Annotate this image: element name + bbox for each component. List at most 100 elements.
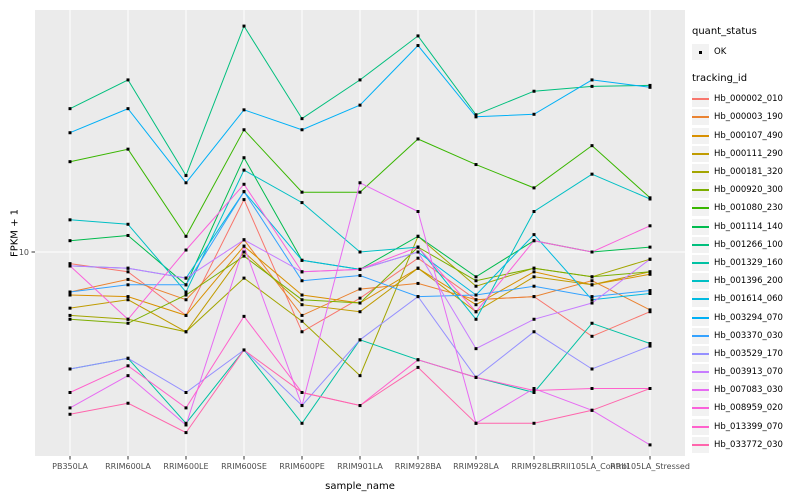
- data-point-Hb_001329_160-RRIM928LE: [532, 390, 536, 394]
- x-tick-label-RRIM928LA: RRIM928LA: [453, 462, 499, 471]
- legend-item-Hb_000920_300: Hb_000920_300: [692, 181, 800, 199]
- legend: quant_status OK tracking_id Hb_000002_01…: [692, 26, 800, 454]
- data-point-Hb_001114_140-PB350LA: [68, 239, 72, 243]
- legend-label-Hb_000107_490: Hb_000107_490: [714, 130, 783, 141]
- legend-label-Hb_000111_290: Hb_000111_290: [714, 148, 783, 159]
- legend-label-Hb_013399_070: Hb_013399_070: [714, 421, 783, 432]
- x-tick-label-RRIM600LE: RRIM600LE: [163, 462, 208, 471]
- data-point-Hb_003294_070-RRIM928BA: [416, 44, 420, 48]
- legend-line-swatch-Hb_003294_070: [692, 309, 709, 326]
- legend-line-swatch-Hb_000181_320: [692, 164, 709, 181]
- data-point-Hb_033772_030-RRIM901LA: [358, 404, 362, 408]
- data-point-Hb_003294_070-RRIM901LA: [358, 103, 362, 107]
- legend-label-Hb_003913_070: Hb_003913_070: [714, 367, 783, 378]
- data-point-Hb_033772_030-RRIM928LE: [532, 421, 536, 425]
- data-point-Hb_000003_190-RRIM928BA: [416, 281, 420, 285]
- data-point-Hb_003529_170-RRIM600LE: [184, 390, 188, 394]
- legend-item-Hb_008959_020: Hb_008959_020: [692, 399, 800, 417]
- data-point-Hb_001080_230-RRIM600SE: [242, 128, 246, 132]
- data-point-Hb_007083_030-RRIM901LA: [358, 181, 362, 185]
- data-point-Hb_007083_030-RRIM600PE: [300, 404, 304, 408]
- data-point-Hb_003529_170-RRIM901LA: [358, 338, 362, 342]
- x-axis-title: sample_name: [325, 481, 395, 492]
- legend-line-swatch-Hb_001396_200: [692, 273, 709, 290]
- data-point-Hb_003370_030-RRII105LA_Stressed: [648, 289, 652, 293]
- data-point-Hb_000002_010-RRII105LA_Stressed: [648, 310, 652, 314]
- data-point-Hb_008959_020-RRII105LA_Stressed: [648, 224, 652, 228]
- data-point-Hb_008959_020-RRIM928BA: [416, 245, 420, 249]
- data-point-Hb_033772_030-RRIM928BA: [416, 365, 420, 369]
- legend-line-swatch-Hb_033772_030: [692, 436, 709, 453]
- data-point-Hb_001614_060-RRII105LA_Control: [590, 298, 594, 302]
- data-point-Hb_000003_190-RRIM901LA: [358, 287, 362, 291]
- legend-line-swatch-Hb_007083_030: [692, 382, 709, 399]
- data-point-Hb_000107_490-PB350LA: [68, 293, 72, 297]
- data-point-Hb_033772_030-RRII105LA_Control: [590, 408, 594, 412]
- legend-item-Hb_000111_290: Hb_000111_290: [692, 145, 800, 163]
- legend-label-Hb_000002_010: Hb_000002_010: [714, 94, 783, 105]
- data-point-Hb_001266_100-RRIM928LA: [474, 113, 478, 117]
- data-point-Hb_008959_020-PB350LA: [68, 264, 72, 268]
- legend-item-ok: OK: [692, 43, 800, 61]
- data-point-Hb_001396_200-RRII105LA_Stressed: [648, 197, 652, 201]
- data-point-Hb_000003_190-RRIM600PE: [300, 313, 304, 317]
- legend-line-swatch-Hb_000107_490: [692, 127, 709, 144]
- legend-line-swatch-Hb_003529_170: [692, 345, 709, 362]
- data-point-Hb_000003_190-RRII105LA_Control: [590, 279, 594, 283]
- legend-line-swatch-Hb_001329_160: [692, 254, 709, 271]
- legend-item-Hb_003294_070: Hb_003294_070: [692, 308, 800, 326]
- x-tick-label-RRIM928BA: RRIM928BA: [395, 462, 442, 471]
- data-point-Hb_000920_300-PB350LA: [68, 317, 72, 321]
- data-point-Hb_001614_060-RRII105LA_Stressed: [648, 292, 652, 296]
- legend-label-Hb_001080_230: Hb_001080_230: [714, 203, 783, 214]
- data-point-Hb_001114_140-RRIM928LA: [474, 275, 478, 279]
- data-point-Hb_007083_030-RRIM600LE: [184, 423, 188, 427]
- data-point-Hb_000003_190-RRII105LA_Stressed: [648, 308, 652, 312]
- data-point-Hb_003529_170-RRIM600LA: [126, 356, 130, 360]
- legend-line-swatch-Hb_008959_020: [692, 400, 709, 417]
- data-point-Hb_001396_200-RRII105LA_Control: [590, 172, 594, 176]
- legend-item-Hb_003913_070: Hb_003913_070: [692, 363, 800, 381]
- data-point-Hb_003294_070-RRII105LA_Stressed: [648, 85, 652, 89]
- legend-line-swatch-Hb_001614_060: [692, 291, 709, 308]
- data-point-Hb_000920_300-RRIM928LE: [532, 266, 536, 270]
- data-point-Hb_001266_100-RRIM928LE: [532, 89, 536, 93]
- data-point-Hb_013399_070-RRII105LA_Control: [590, 386, 594, 390]
- data-point-Hb_033772_030-RRIM600SE: [242, 348, 246, 352]
- data-point-Hb_003913_070-RRII105LA_Control: [590, 301, 594, 305]
- data-point-Hb_003913_070-RRIM600LE: [184, 276, 188, 280]
- data-point-Hb_001614_060-RRIM600PE: [300, 258, 304, 262]
- data-point-Hb_033772_030-RRIM600LE: [184, 431, 188, 435]
- data-point-Hb_001266_100-RRIM901LA: [358, 78, 362, 82]
- data-point-Hb_000181_320-RRIM901LA: [358, 374, 362, 378]
- x-tick-label-RRIM600LA: RRIM600LA: [105, 462, 151, 471]
- legend-item-Hb_003529_170: Hb_003529_170: [692, 345, 800, 363]
- x-tick-label-RRIM600PE: RRIM600PE: [279, 462, 325, 471]
- y-axis-title: FPKM + 1: [9, 208, 21, 258]
- data-point-Hb_008959_020-RRII105LA_Control: [590, 250, 594, 254]
- data-point-Hb_000111_290-RRIM901LA: [358, 310, 362, 314]
- data-point-Hb_001080_230-RRIM600LA: [126, 147, 130, 151]
- data-point-Hb_003529_170-RRII105LA_Stressed: [648, 344, 652, 348]
- data-point-Hb_001080_230-RRIM928LE: [532, 186, 536, 190]
- data-point-Hb_000107_490-RRIM928LE: [532, 270, 536, 274]
- data-point-Hb_007083_030-RRII105LA_Stressed: [648, 443, 652, 447]
- data-point-Hb_000111_290-RRII105LA_Control: [590, 283, 594, 287]
- data-point-Hb_001266_100-RRIM600PE: [300, 117, 304, 121]
- data-point-Hb_007083_030-RRIM600SE: [242, 244, 246, 248]
- x-tick-label-RRII105LA_Control: RRII105LA_Control: [555, 462, 629, 471]
- data-point-Hb_001396_200-RRIM600LA: [126, 222, 130, 226]
- data-point-Hb_008959_020-RRIM600LA: [126, 317, 130, 321]
- data-point-Hb_000920_300-RRII105LA_Control: [590, 275, 594, 279]
- data-point-Hb_000107_490-RRIM600LA: [126, 295, 130, 299]
- legend-line-swatch-Hb_003913_070: [692, 364, 709, 381]
- data-point-Hb_001266_100-RRIM600SE: [242, 24, 246, 28]
- data-point-Hb_000003_190-RRIM600LE: [184, 298, 188, 302]
- legend-item-Hb_000002_010: Hb_000002_010: [692, 90, 800, 108]
- data-point-Hb_033772_030-RRIM600PE: [300, 390, 304, 394]
- data-point-Hb_003529_170-RRIM928LE: [532, 330, 536, 334]
- data-point-Hb_003913_070-RRIM600LA: [126, 266, 130, 270]
- data-point-Hb_003294_070-RRIM600LE: [184, 181, 188, 185]
- data-point-Hb_000111_290-RRIM928LE: [532, 275, 536, 279]
